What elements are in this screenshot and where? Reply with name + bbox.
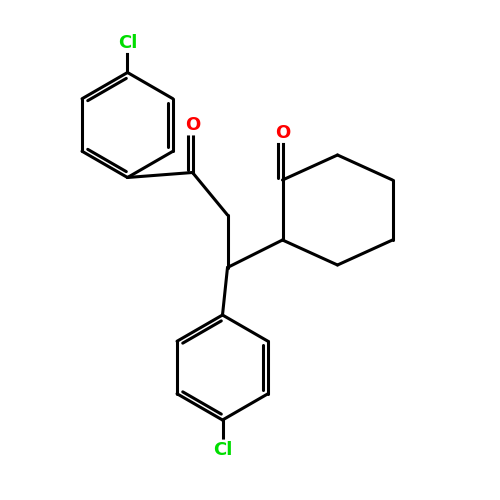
Text: Cl: Cl [118, 34, 137, 52]
Text: O: O [185, 116, 200, 134]
Text: O: O [275, 124, 290, 142]
Text: Cl: Cl [213, 441, 232, 459]
